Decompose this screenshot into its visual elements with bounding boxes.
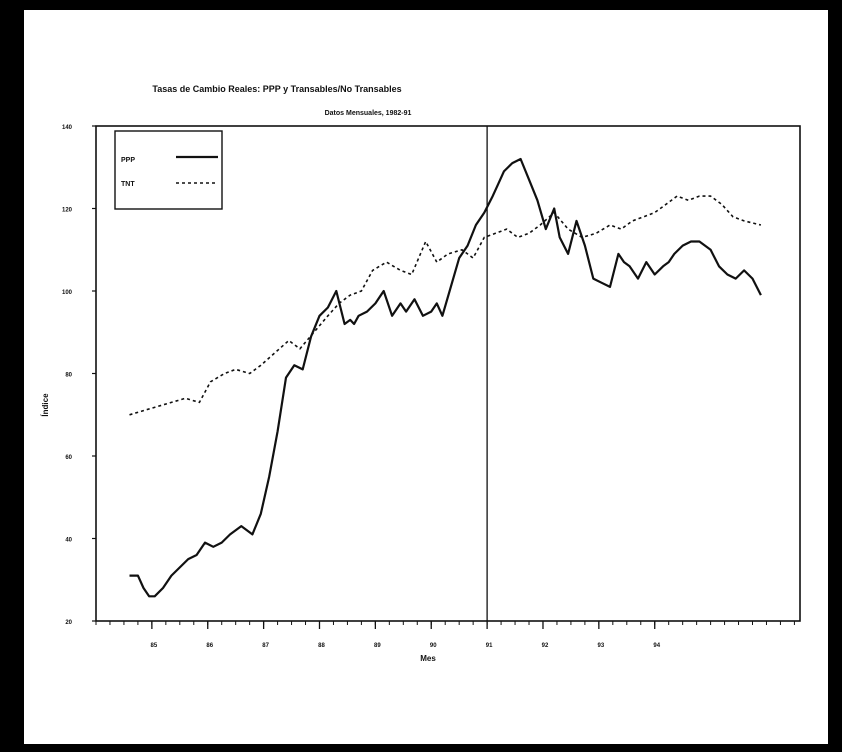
series-line-tnt — [129, 195, 762, 416]
x-tick-label: 92 — [542, 643, 549, 649]
y-axis-label: Índice — [41, 393, 50, 417]
legend-label-ppp: PPP — [121, 157, 135, 164]
y-tick-label: 60 — [65, 455, 72, 461]
x-axis-label: Mes — [420, 654, 436, 663]
y-axis: 20 40 60 80 100 120 140 — [62, 125, 96, 626]
x-tick-label: 93 — [598, 643, 605, 649]
y-tick-label: 140 — [62, 125, 73, 131]
y-tick-label: 80 — [65, 373, 72, 379]
chart-subtitle: Datos Mensuales, 1982-91 — [325, 110, 412, 117]
x-tick-label: 90 — [430, 643, 437, 649]
x-tick-label: 87 — [262, 643, 269, 649]
x-axis: 85 86 87 88 89 90 91 92 93 94 — [95, 621, 795, 649]
series-line-ppp — [129, 157, 762, 598]
y-tick-label: 120 — [62, 208, 73, 214]
x-tick-label: 91 — [486, 643, 493, 649]
y-tick-label: 20 — [65, 620, 72, 626]
x-tick-label: 94 — [653, 643, 660, 649]
legend: PPP TNT — [114, 130, 223, 210]
legend-box — [114, 130, 223, 210]
y-tick-label: 100 — [62, 290, 73, 296]
x-tick-label: 86 — [206, 643, 213, 649]
scan-right-edge — [828, 0, 842, 752]
x-tick-label: 85 — [151, 643, 158, 649]
x-tick-label: 88 — [318, 643, 325, 649]
x-tick-label: 89 — [374, 643, 381, 649]
series-layer — [129, 157, 762, 598]
legend-label-tnt: TNT — [121, 181, 135, 188]
chart-title: Tasas de Cambio Reales: PPP y Transables… — [152, 84, 401, 94]
y-tick-label: 40 — [65, 538, 72, 544]
